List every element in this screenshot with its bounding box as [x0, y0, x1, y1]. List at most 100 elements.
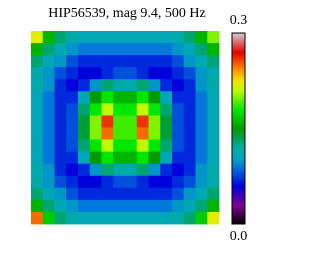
heatmap-cell: [195, 139, 208, 153]
heatmap-cell: [148, 91, 161, 104]
colorbar-segment: [232, 148, 245, 151]
heatmap-cell: [113, 187, 126, 201]
heatmap-cell: [42, 163, 55, 177]
heatmap-cell: [89, 55, 102, 68]
heatmap-cell: [195, 211, 208, 225]
heatmap-cell: [89, 115, 102, 128]
heatmap-cell: [172, 187, 185, 201]
colorbar-segment: [232, 78, 245, 82]
colorbar-segment: [232, 136, 245, 139]
colorbar-segment: [232, 68, 245, 72]
heatmap-cell: [160, 151, 173, 165]
colorbar-segment: [232, 176, 245, 179]
colorbar-segment: [232, 82, 245, 86]
heatmap-cell: [207, 127, 220, 140]
colorbar-segment: [232, 144, 245, 147]
heatmap-cell: [172, 67, 185, 80]
heatmap-cell: [66, 187, 79, 201]
heatmap-cell: [42, 151, 55, 165]
heatmap-cell: [125, 91, 138, 104]
heatmap-cell: [207, 175, 220, 189]
colorbar-segment: [232, 138, 245, 141]
heatmap-cell: [31, 199, 44, 213]
heatmap-cell: [101, 139, 114, 153]
colorbar-segment: [232, 44, 245, 48]
heatmap-cell: [42, 91, 55, 104]
colorbar-segment: [232, 168, 245, 171]
heatmap-cell: [172, 175, 185, 189]
heatmap-cell: [125, 163, 138, 177]
heatmap-cell: [136, 139, 149, 153]
colorbar-segment: [232, 74, 245, 78]
heatmap-cell: [54, 127, 67, 140]
heatmap-cell: [101, 211, 114, 225]
heatmap-cell: [54, 211, 67, 225]
heatmap-cell: [54, 43, 67, 56]
colorbar-segment: [232, 180, 245, 183]
colorbar-segment: [232, 124, 245, 128]
colorbar-segment: [232, 208, 245, 211]
colorbar-segment: [232, 196, 245, 199]
heatmap-cell: [125, 211, 138, 225]
heatmap-cell: [172, 55, 185, 68]
heatmap-cell: [183, 31, 196, 44]
heatmap-cell: [136, 127, 149, 140]
heatmap-cell: [160, 211, 173, 225]
heatmap-cell: [54, 67, 67, 80]
heatmap-cell: [78, 139, 91, 153]
heatmap-cell: [31, 31, 44, 44]
heatmap-cell: [89, 151, 102, 165]
heatmap-cell: [54, 115, 67, 128]
heatmap-cell: [113, 91, 126, 104]
heatmap-cell: [125, 115, 138, 128]
heatmap-cell: [207, 151, 220, 165]
heatmap-cell: [42, 115, 55, 128]
heatmap-cell: [31, 211, 44, 225]
heatmap-cell: [136, 103, 149, 116]
heatmap-cell: [148, 139, 161, 153]
colorbar-segment: [232, 76, 245, 80]
colorbar-segment: [232, 158, 245, 161]
colorbar-segment: [232, 54, 245, 58]
colorbar-segment: [232, 204, 245, 207]
heatmap-cell: [160, 187, 173, 201]
colorbar-segment: [232, 38, 245, 42]
colorbar-segment: [232, 92, 245, 96]
colorbar-segment: [232, 198, 245, 201]
heatmap-cell: [148, 127, 161, 140]
heatmap-cell: [160, 127, 173, 140]
heatmap-cell: [148, 79, 161, 92]
heatmap-cell: [31, 127, 44, 140]
colorbar-segment: [232, 108, 245, 112]
heatmap-cell: [113, 79, 126, 92]
colorbar-segment: [232, 80, 245, 84]
heatmap-cell: [195, 55, 208, 68]
heatmap-cell: [54, 175, 67, 189]
heatmap-cell: [136, 43, 149, 56]
heatmap-cell: [136, 163, 149, 177]
heatmap-cell: [160, 175, 173, 189]
heatmap-cell: [160, 67, 173, 80]
heatmap-cell: [148, 103, 161, 116]
colorbar-segment: [232, 110, 245, 114]
heatmap-cell: [31, 139, 44, 153]
heatmap-cell: [172, 211, 185, 225]
colorbar-segment: [232, 104, 245, 108]
heatmap-cell: [66, 43, 79, 56]
heatmap-cell: [101, 115, 114, 128]
heatmap-cell: [172, 115, 185, 128]
heatmap-cell: [148, 175, 161, 189]
heatmap-cell: [66, 67, 79, 80]
heatmap-cell: [31, 43, 44, 56]
heatmap-cell: [78, 163, 91, 177]
heatmap-cell: [113, 67, 126, 80]
heatmap-cell: [31, 163, 44, 177]
heatmap-cell: [195, 43, 208, 56]
heatmap-cell: [183, 55, 196, 68]
colorbar-segment: [232, 216, 245, 219]
heatmap-cell: [42, 67, 55, 80]
heatmap-cell: [207, 43, 220, 56]
colorbar-segment: [232, 128, 245, 131]
heatmap-cell: [101, 187, 114, 201]
heatmap-cell: [136, 115, 149, 128]
